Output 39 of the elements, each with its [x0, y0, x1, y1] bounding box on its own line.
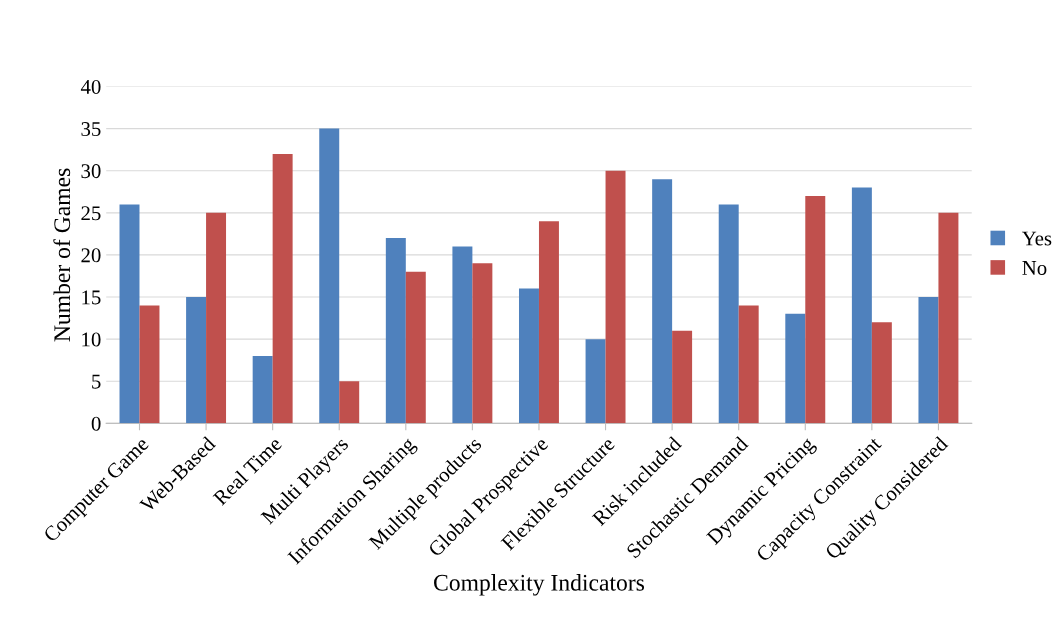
bar [405, 271, 426, 424]
bar [805, 195, 826, 424]
bar [186, 297, 207, 424]
bar [472, 263, 493, 424]
y-tick-label: 40 [80, 79, 101, 94]
bar [339, 381, 360, 424]
bar [319, 128, 340, 424]
bar [785, 313, 806, 424]
bar [851, 187, 872, 424]
bar [938, 212, 959, 424]
bar [452, 246, 473, 424]
bar [272, 153, 293, 424]
bar [518, 288, 539, 424]
y-tick-label: 35 [81, 122, 101, 137]
legend-label: Yes [1021, 231, 1052, 246]
y-tick-label: 10 [82, 332, 101, 347]
legend-label: No [1022, 261, 1047, 275]
y-tick-label: 25 [81, 206, 101, 221]
x-axis-title: Complexity Indicators [434, 574, 645, 596]
bar [652, 179, 673, 424]
bar [672, 330, 693, 424]
y-tick-label: 20 [81, 248, 101, 263]
y-tick-label: 15 [82, 290, 101, 305]
bar [605, 170, 626, 424]
y-tick-label: 0 [91, 416, 101, 431]
bar [206, 212, 227, 424]
bar [119, 204, 140, 424]
bar [139, 305, 160, 424]
bar [918, 297, 939, 424]
y-tick-label: 5 [92, 374, 101, 389]
y-axis-title: Number of Games [53, 168, 71, 342]
bar [738, 305, 759, 424]
bar [585, 339, 606, 424]
bar [718, 204, 739, 424]
y-tick-label: 30 [81, 164, 101, 179]
bar [385, 238, 406, 424]
bar [252, 355, 273, 424]
bar [538, 221, 559, 424]
bar [871, 322, 892, 424]
